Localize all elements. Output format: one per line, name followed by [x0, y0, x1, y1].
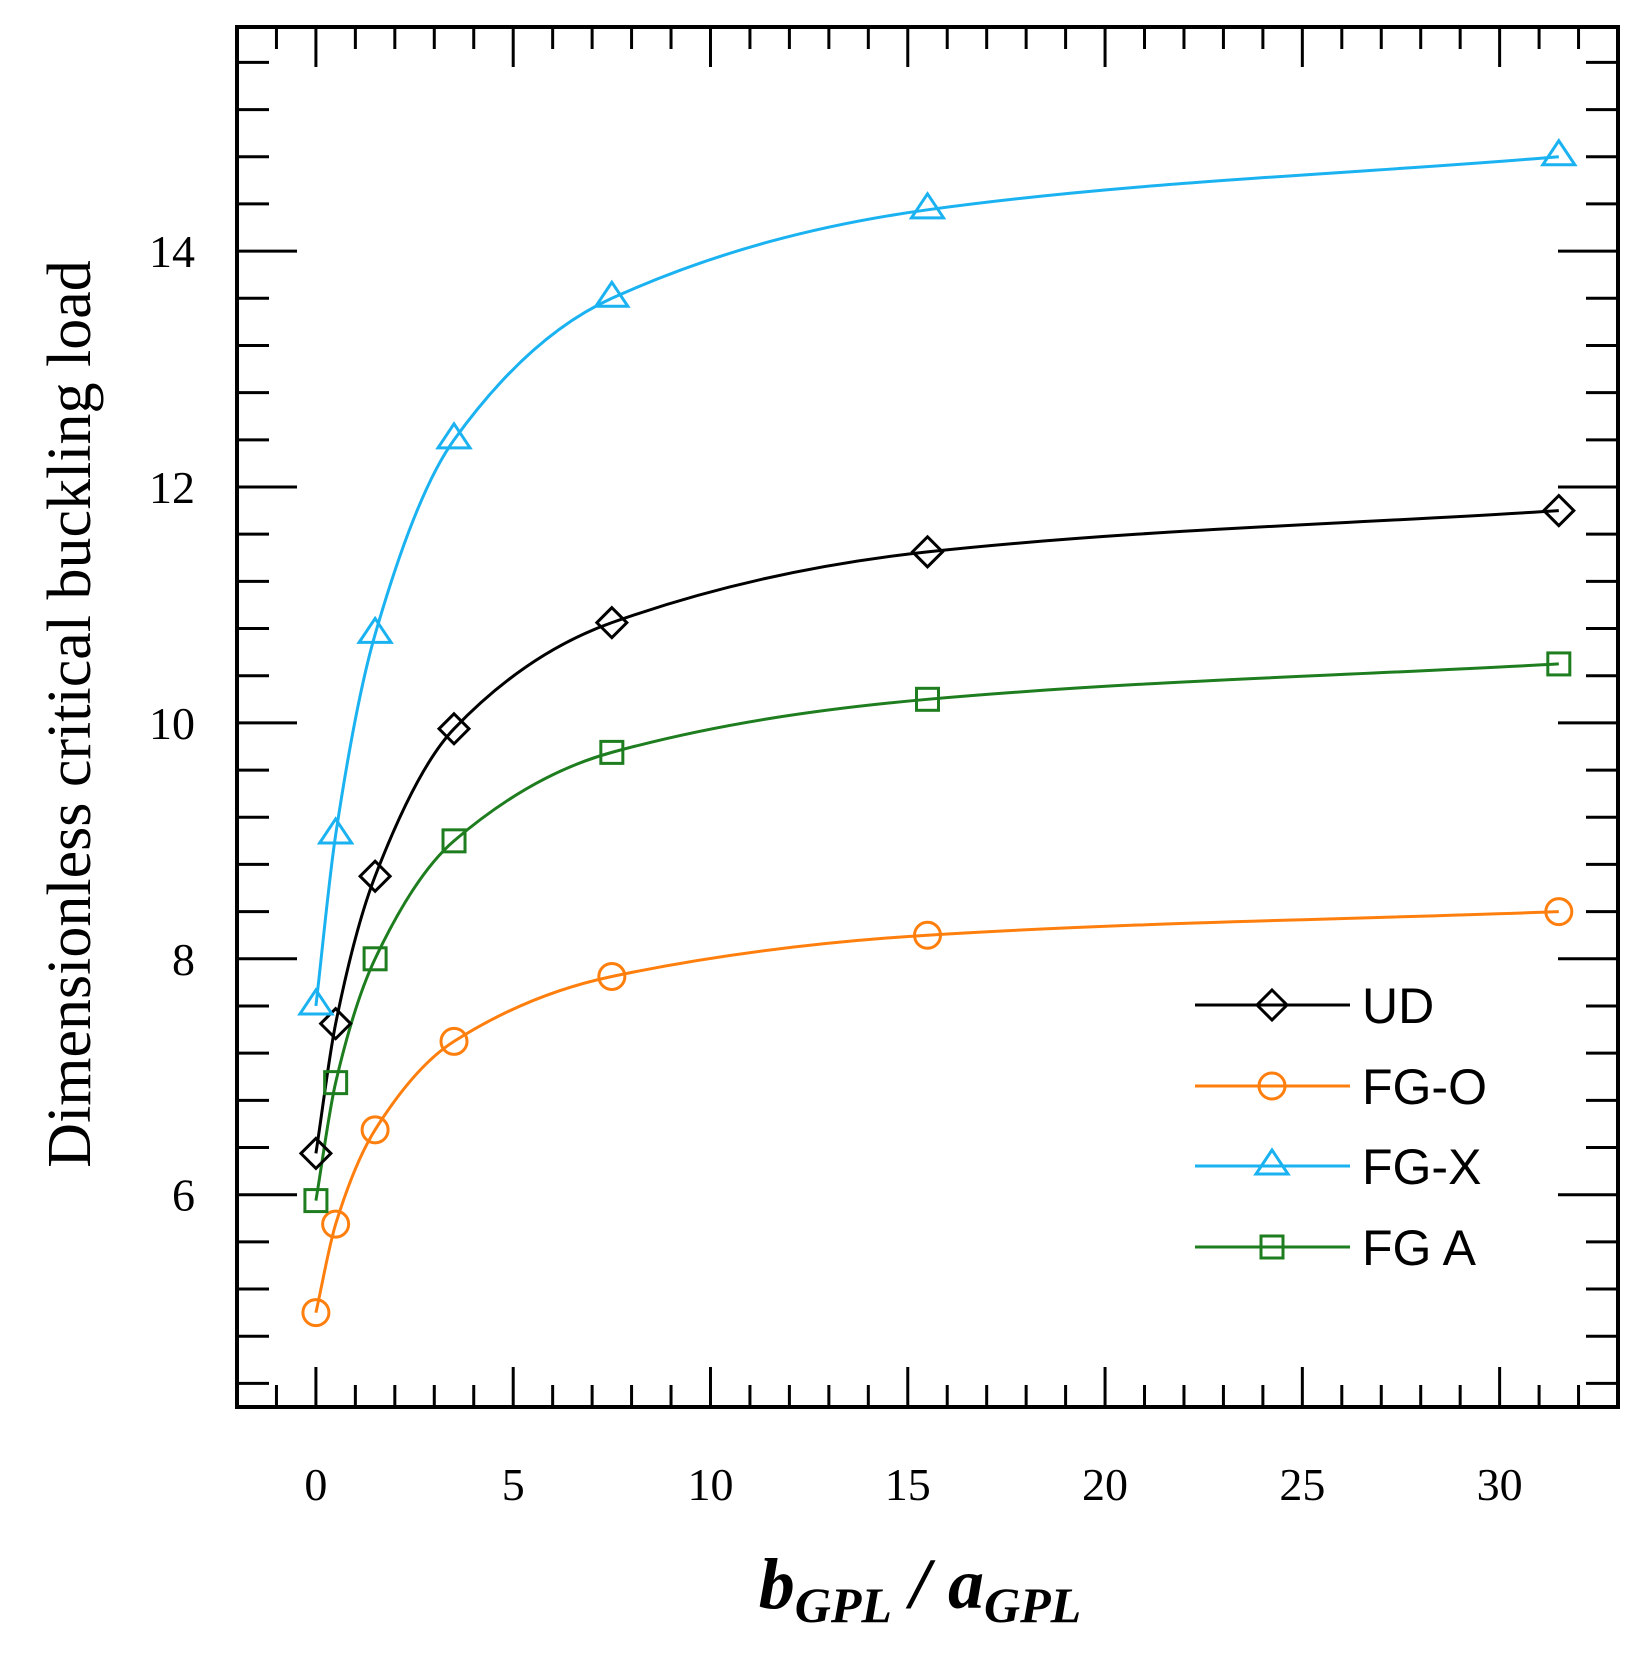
point-fg-x [435, 421, 473, 450]
y-tick-label: 10 [149, 698, 195, 749]
x-tick-label: 15 [885, 1459, 931, 1510]
point-ud [594, 605, 629, 640]
point-ud [436, 711, 472, 746]
x-tick-label: 5 [502, 1459, 525, 1510]
series-line-fg-o [314, 910, 1559, 1313]
point-ud [298, 1136, 334, 1171]
y-axis-title: Dimensionless critical buckling load [36, 260, 104, 1167]
legend-marker-fg-o [1257, 1071, 1287, 1101]
point-fg-o [301, 1298, 331, 1328]
legend: UD FG-O FG-X FG A [1195, 978, 1487, 1276]
point-fg-o [1544, 897, 1574, 927]
point-fg-x [593, 279, 631, 308]
point-ud [357, 859, 393, 894]
point-fg-x [356, 615, 394, 644]
x-tick-label: 25 [1279, 1459, 1325, 1510]
x-axis-title-sub-1: GPL [795, 1577, 892, 1633]
x-tick-label: 30 [1477, 1459, 1523, 1510]
series-line-fg-a [314, 662, 1559, 1201]
legend-item-ud: UD [1195, 978, 1434, 1034]
legend-item-fg-o: FG-O [1195, 1059, 1487, 1115]
point-fg-a [441, 828, 467, 854]
x-tick-label: 0 [304, 1459, 327, 1510]
point-ud [318, 1006, 353, 1041]
point-fg-o [321, 1209, 351, 1239]
point-ud [910, 534, 945, 569]
point-fg-o [439, 1026, 469, 1056]
x-tick-label: 10 [687, 1459, 733, 1510]
x-tick-label: 20 [1082, 1459, 1128, 1510]
legend-marker-fg-x [1253, 1147, 1291, 1176]
point-ud [1541, 493, 1576, 528]
x-axis-title: bGPL / aGPL [759, 1544, 1081, 1633]
point-fg-a [1546, 651, 1572, 677]
legend-item-fg-x: FG-X [1195, 1139, 1481, 1195]
point-fg-o [913, 920, 942, 950]
legend-marker-ud [1254, 987, 1290, 1023]
plot-frame [235, 25, 1620, 1409]
point-fg-o [360, 1115, 390, 1145]
point-fg-x [297, 987, 335, 1016]
point-fg-x [1540, 138, 1578, 167]
y-tick-label: 8 [172, 934, 195, 985]
legend-label-fg-o: FG-O [1362, 1059, 1487, 1115]
series-markers [297, 138, 1578, 1328]
point-fg-a [915, 686, 940, 712]
point-fg-a [362, 946, 388, 972]
legend-marker-fg-a [1259, 1234, 1285, 1260]
x-axis-title-sub-2: GPL [984, 1577, 1081, 1633]
axis-ticks [237, 27, 1618, 1407]
y-tick-labels: 6 8 10 12 14 [149, 226, 195, 1221]
x-axis-title-slash: / [892, 1544, 948, 1624]
y-tick-label: 12 [149, 462, 195, 513]
legend-label-fg-x: FG-X [1362, 1139, 1481, 1195]
y-tick-label: 14 [149, 226, 195, 277]
x-axis-title-b: b [759, 1544, 795, 1624]
point-fg-o [597, 961, 627, 991]
legend-label-ud: UD [1362, 978, 1434, 1034]
legend-label-fg-a: FG A [1362, 1220, 1477, 1276]
legend-item-fg-a: FG A [1195, 1220, 1477, 1276]
y-tick-label: 6 [172, 1170, 195, 1221]
series-curves [314, 155, 1559, 1313]
series-line-ud [314, 509, 1559, 1154]
x-axis-title-a: a [948, 1544, 984, 1624]
point-fg-a [599, 739, 625, 765]
x-tick-labels: 0 5 10 15 20 25 30 [304, 1459, 1522, 1510]
point-fg-x [316, 816, 355, 845]
point-fg-a [323, 1070, 349, 1096]
point-fg-a [303, 1188, 329, 1214]
point-fg-x [908, 191, 947, 220]
series-line-fg-x [314, 155, 1559, 1007]
